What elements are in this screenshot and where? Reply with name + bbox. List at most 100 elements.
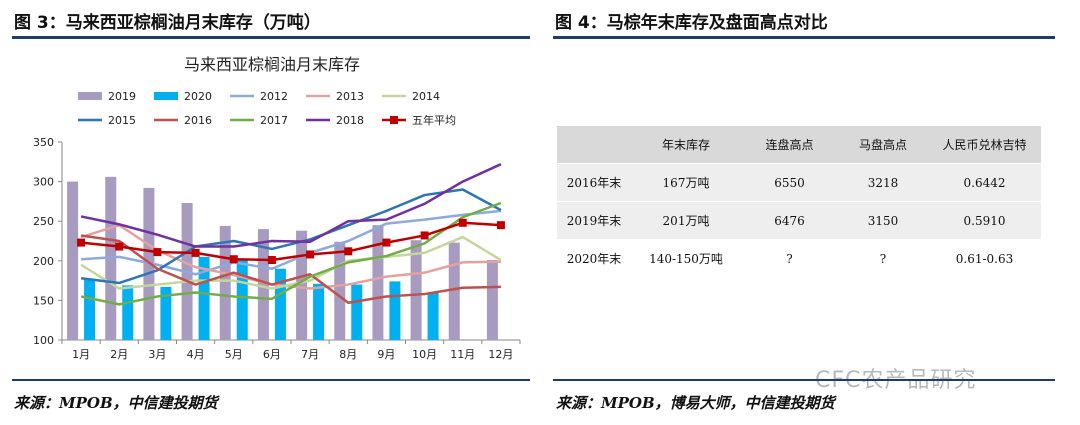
bar-2019 — [67, 181, 79, 340]
figure-4-bottom-rule — [553, 379, 1055, 381]
legend-swatch — [78, 92, 102, 100]
x-tick-label: 12月 — [488, 348, 513, 361]
table-header-row: 年末库存 连盘高点 马盘高点 人民币兑林吉特 — [557, 126, 1041, 164]
legend-label: 2013 — [336, 90, 364, 103]
table-cell: 3150 — [838, 201, 928, 240]
figure-4-top-rule — [553, 36, 1055, 39]
table-header-cell: 连盘高点 — [741, 126, 838, 164]
table-cell: 140-150万吨 — [631, 239, 741, 278]
point-五年平均 — [458, 218, 467, 227]
x-tick-label: 7月 — [301, 348, 319, 361]
bar-2020 — [236, 260, 248, 340]
table-row: 2016年末 167万吨 6550 3218 0.6442 — [557, 163, 1041, 202]
bar-2019 — [219, 225, 231, 340]
table-cell: 0.6442 — [928, 163, 1041, 202]
bar-2019 — [296, 230, 308, 340]
table-cell: 0.5910 — [928, 201, 1041, 240]
table-cell: 167万吨 — [631, 163, 741, 202]
bar-2020 — [351, 284, 363, 340]
table-cell: ? — [838, 239, 928, 278]
bar-2020 — [160, 286, 172, 340]
bar-2019 — [334, 241, 346, 340]
bar-2020 — [122, 285, 134, 340]
legend-label: 2017 — [260, 114, 288, 127]
figure-4-source: 来源：MPOB，博易大师，中信建投期货 — [556, 394, 835, 412]
x-tick-label: 2月 — [110, 348, 128, 361]
bar-2019 — [410, 240, 422, 340]
chart-title: 马来西亚棕榈油月末库存 — [184, 55, 360, 74]
table-cell: 6476 — [741, 201, 838, 240]
table-header-cell: 马盘高点 — [838, 126, 928, 164]
watermark: CFC农产品研究 — [815, 368, 977, 393]
legend-label: 2016 — [184, 114, 212, 127]
figure-3-bottom-rule — [12, 379, 530, 381]
legend-label: 2015 — [108, 114, 136, 127]
table-body: 年末库存 连盘高点 马盘高点 人民币兑林吉特 2016年末 167万吨 6550 3218 0.… — [557, 126, 1041, 278]
line-2017 — [80, 201, 502, 306]
y-tick-label: 100 — [33, 334, 54, 347]
point-五年平均 — [344, 247, 353, 256]
y-tick-label: 200 — [33, 255, 54, 268]
table-header-cell: 人民币兑林吉特 — [928, 126, 1041, 164]
figure-3-heading: 图 3：马来西亚棕榈油月末库存（万吨） — [14, 13, 321, 33]
bar-2020 — [389, 281, 401, 340]
table-header-cell — [557, 126, 631, 164]
point-五年平均 — [306, 250, 315, 259]
legend-label: 2018 — [336, 114, 364, 127]
point-五年平均 — [77, 238, 86, 247]
legend-label: 五年平均 — [412, 113, 456, 127]
legend-swatch — [154, 92, 178, 100]
line-2014 — [80, 235, 502, 290]
bar-2020 — [84, 279, 96, 340]
table-header-cell: 年末库存 — [631, 126, 741, 164]
comparison-table: 年末库存 连盘高点 马盘高点 人民币兑林吉特 2016年末 167万吨 6550 3218 0.… — [557, 126, 1041, 278]
x-tick-label: 6月 — [263, 348, 281, 361]
table-cell: 6550 — [741, 163, 838, 202]
bar-2019 — [448, 242, 460, 340]
line-2015 — [80, 188, 502, 285]
legend-marker — [390, 116, 398, 124]
point-五年平均 — [496, 221, 505, 230]
table-cell: 2019年末 — [557, 201, 631, 240]
line-2016 — [80, 234, 501, 305]
table-row: 2019年末 201万吨 6476 3150 0.5910 — [557, 201, 1041, 240]
y-tick-label: 150 — [33, 294, 54, 307]
legend-label: 2014 — [412, 90, 440, 103]
figure-4-heading: 图 4：马棕年末库存及盘面高点对比 — [555, 13, 828, 33]
table-row: 2020年末 140-150万吨?? 0.61-0.63 — [557, 239, 1041, 278]
bar-2020 — [427, 292, 439, 340]
y-tick-label: 350 — [33, 136, 54, 149]
x-tick-label: 10月 — [412, 348, 437, 361]
table-cell: 201万吨 — [631, 201, 741, 240]
x-tick-label: 4月 — [187, 348, 205, 361]
figure-3-top-rule — [12, 36, 530, 39]
point-五年平均 — [229, 255, 238, 264]
x-tick-label: 5月 — [225, 348, 243, 361]
x-tick-label: 11月 — [450, 348, 475, 361]
x-tick-label: 8月 — [339, 348, 357, 361]
bar-2019 — [486, 260, 498, 340]
table-cell: ? — [741, 239, 838, 278]
table-cell: 2016年末 — [557, 163, 631, 202]
legend-label: 2020 — [184, 90, 212, 103]
figure-3-source: 来源：MPOB，中信建投期货 — [14, 394, 218, 412]
y-tick-label: 300 — [33, 176, 54, 189]
line-五年平均 — [80, 221, 501, 262]
bar-2019 — [372, 225, 384, 340]
line-2018 — [80, 163, 502, 248]
bar-2020 — [198, 256, 210, 340]
point-五年平均 — [267, 256, 276, 265]
x-tick-label: 3月 — [148, 348, 166, 361]
x-tick-label: 9月 — [377, 348, 395, 361]
point-五年平均 — [420, 231, 429, 240]
table-cell: 2020年末 — [557, 239, 631, 278]
point-五年平均 — [115, 242, 124, 251]
point-五年平均 — [191, 248, 200, 257]
legend-label: 2012 — [260, 90, 288, 103]
table-cell: 3218 — [838, 163, 928, 202]
y-tick-label: 250 — [33, 215, 54, 228]
inventory-chart: 马来西亚棕榈油月末库存 2019 2020 2012 2013 2014 2015 2016 2… — [33, 55, 521, 361]
point-五年平均 — [382, 238, 391, 247]
bar-2020 — [313, 283, 325, 340]
legend-label: 2019 — [108, 90, 136, 103]
